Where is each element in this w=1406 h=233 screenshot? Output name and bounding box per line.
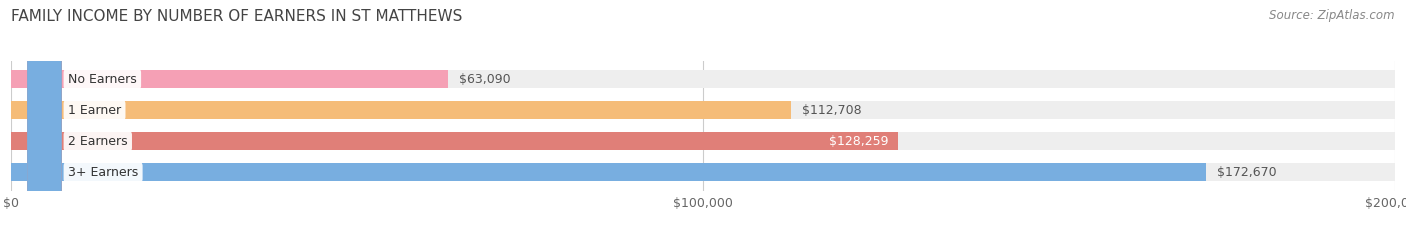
- Bar: [11, 70, 1395, 88]
- Text: $112,708: $112,708: [801, 104, 862, 117]
- Bar: [11, 101, 792, 119]
- Bar: [11, 132, 898, 150]
- Circle shape: [28, 0, 60, 233]
- Bar: [11, 101, 1395, 119]
- Circle shape: [28, 0, 60, 233]
- Text: 2 Earners: 2 Earners: [67, 135, 128, 148]
- Text: 3+ Earners: 3+ Earners: [67, 166, 138, 179]
- Text: $128,259: $128,259: [830, 135, 889, 148]
- Text: $63,090: $63,090: [458, 73, 510, 86]
- Text: Source: ZipAtlas.com: Source: ZipAtlas.com: [1270, 9, 1395, 22]
- Bar: [11, 163, 1206, 182]
- Bar: [11, 163, 1395, 182]
- Bar: [11, 70, 447, 88]
- Bar: [11, 132, 1395, 150]
- Text: 1 Earner: 1 Earner: [67, 104, 121, 117]
- Text: $172,670: $172,670: [1216, 166, 1277, 179]
- Text: FAMILY INCOME BY NUMBER OF EARNERS IN ST MATTHEWS: FAMILY INCOME BY NUMBER OF EARNERS IN ST…: [11, 9, 463, 24]
- Text: No Earners: No Earners: [67, 73, 136, 86]
- Circle shape: [28, 0, 60, 233]
- Circle shape: [28, 0, 60, 233]
